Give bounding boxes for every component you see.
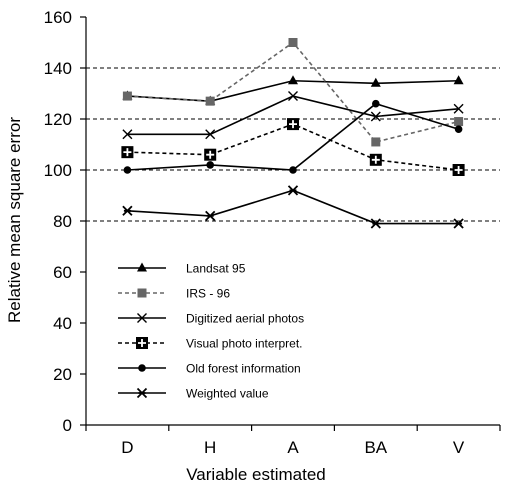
data-point-1-1 xyxy=(205,96,215,106)
y-tick-label: 0 xyxy=(63,416,72,435)
data-point-0-3 xyxy=(370,77,381,87)
legend-label: Landsat 95 xyxy=(186,262,246,276)
data-point-4-1 xyxy=(206,161,214,169)
axes xyxy=(80,16,501,431)
data-point-5-4 xyxy=(453,218,464,229)
y-tick-label: 40 xyxy=(53,314,72,333)
legend-label: Weighted value xyxy=(186,387,269,401)
data-point-5-1 xyxy=(205,210,216,222)
data-point-1-2 xyxy=(288,38,298,47)
data-point-4-0 xyxy=(123,166,132,174)
x-tick-label: BA xyxy=(364,438,387,457)
legend-marker xyxy=(138,364,146,372)
data-point-4-4 xyxy=(454,125,463,133)
legend-marker xyxy=(137,262,147,272)
y-tick-label: 100 xyxy=(44,161,72,180)
y-tick-label: 60 xyxy=(53,263,72,282)
x-tick-labels: D H A BA V xyxy=(121,438,465,457)
legend-entry: Visual photo interpret. xyxy=(118,337,303,351)
y-axis-label: Relative mean square error xyxy=(5,117,24,323)
data-point-5-3 xyxy=(370,218,381,229)
y-tick-label: 140 xyxy=(44,59,72,78)
legend-marker xyxy=(137,288,147,298)
x-tick-label: A xyxy=(287,438,299,457)
series-line-3 xyxy=(127,123,459,171)
legend-marker xyxy=(137,313,147,323)
data-point-1-4 xyxy=(454,117,464,127)
y-tick-label: 80 xyxy=(53,212,72,231)
legend-label: Old forest information xyxy=(186,362,301,376)
data-point-2-4 xyxy=(453,103,464,114)
data-point-3-0 xyxy=(121,146,134,159)
series-line-5 xyxy=(127,189,459,225)
legend: Landsat 95 IRS - 96 Digitized aerial photo… xyxy=(118,262,304,401)
x-tick-label: H xyxy=(204,438,216,457)
data-point-3-3 xyxy=(369,153,382,166)
data-point-2-1 xyxy=(205,129,216,140)
y-tick-label: 20 xyxy=(53,365,72,384)
legend-marker xyxy=(136,337,148,349)
data-point-0-4 xyxy=(453,75,464,85)
data-point-2-3 xyxy=(370,111,381,122)
legend-entry: Old forest information xyxy=(118,362,301,376)
data-point-0-2 xyxy=(288,75,298,85)
legend-label: Visual photo interpret. xyxy=(186,337,303,351)
y-tick-label: 160 xyxy=(44,8,72,27)
legend-entry: IRS - 96 xyxy=(118,287,230,301)
legend-entry: Digitized aerial photos xyxy=(118,312,304,326)
data-point-2-0 xyxy=(122,129,133,140)
x-tick-label: V xyxy=(453,438,465,457)
series-lines xyxy=(121,38,465,229)
data-point-2-2 xyxy=(288,91,298,102)
legend-entry: Landsat 95 xyxy=(118,262,246,276)
data-point-3-4 xyxy=(452,164,465,176)
data-point-3-1 xyxy=(204,148,217,161)
y-tick-label: 120 xyxy=(44,110,72,129)
legend-label: Digitized aerial photos xyxy=(186,312,304,326)
legend-marker xyxy=(136,387,148,399)
data-point-4-3 xyxy=(372,99,380,108)
x-axis-label: Variable estimated xyxy=(186,465,326,484)
data-point-4-2 xyxy=(289,166,297,174)
series-line-4 xyxy=(127,102,459,171)
y-tick-labels: 0 20 40 60 80 100 120 140 160 xyxy=(44,8,72,435)
data-point-1-0 xyxy=(122,91,132,101)
x-tick-label: D xyxy=(121,438,133,457)
data-point-5-2 xyxy=(287,185,299,196)
legend-label: IRS - 96 xyxy=(186,287,230,301)
legend-entry: Weighted value xyxy=(118,387,269,401)
data-point-1-3 xyxy=(371,137,381,147)
data-point-5-0 xyxy=(122,205,133,216)
gridlines xyxy=(86,67,500,222)
data-point-3-2 xyxy=(287,118,299,131)
